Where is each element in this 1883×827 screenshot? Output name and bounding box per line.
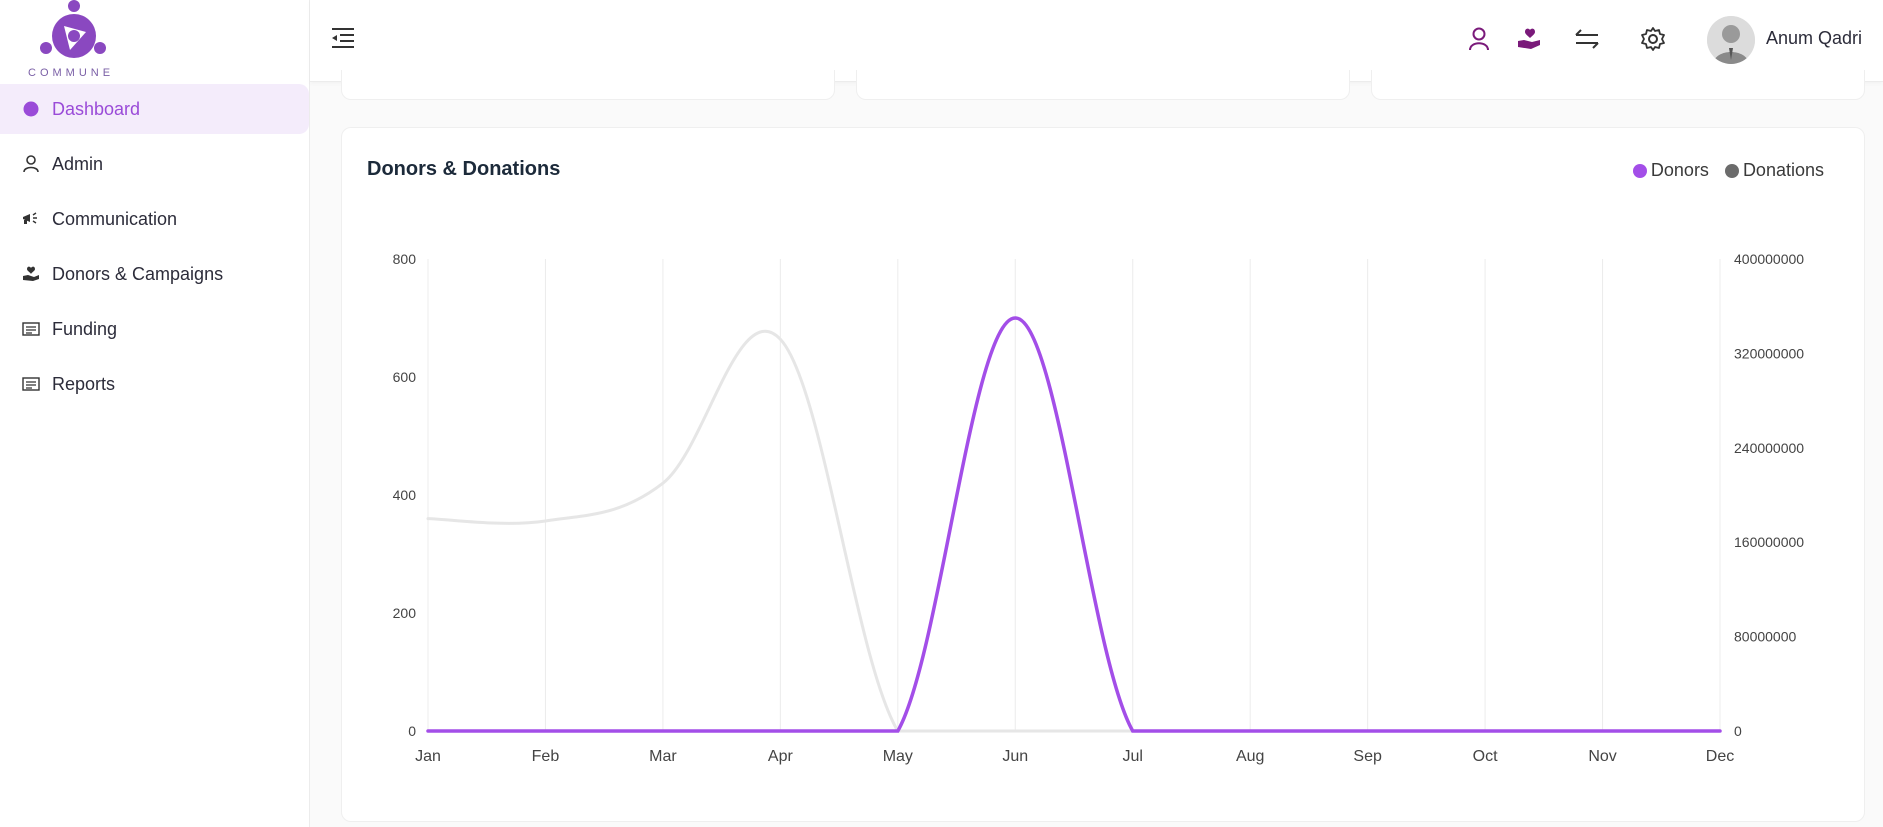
legend-item-donors[interactable]: Donors	[1632, 160, 1709, 181]
y-right-tick-label: 400000000	[1734, 251, 1804, 267]
sidebar-item-reports[interactable]: Reports	[0, 359, 309, 409]
hand-heart-icon[interactable]	[1514, 24, 1544, 54]
x-tick-label: Jun	[1002, 748, 1028, 765]
sidebar-item-communication[interactable]: Communication	[0, 194, 309, 244]
sidebar-nav: Dashboard Admin Communication Donors & C…	[0, 84, 309, 414]
sidebar-item-label: Funding	[52, 318, 118, 339]
gear-icon[interactable]	[1638, 24, 1668, 54]
y-right-tick-label: 0	[1734, 723, 1742, 739]
y-right-tick-label: 240000000	[1734, 440, 1804, 456]
user-name[interactable]: Anum Qadri	[1766, 28, 1863, 48]
user-icon	[22, 155, 40, 173]
y-right-tick-label: 320000000	[1734, 345, 1804, 361]
sidebar-item-label: Communication	[52, 208, 178, 229]
sidebar: COMMUNE Dashboard Admin Communication Do…	[0, 0, 310, 827]
donors-donations-card: Donors & Donations Donors Donations Jan F…	[341, 127, 1865, 822]
card-title: Donors & Donations	[367, 158, 561, 180]
stat-card	[856, 70, 1350, 100]
legend-label: Donations	[1742, 160, 1824, 180]
logo-text: COMMUNE	[28, 67, 115, 79]
legend-item-donations[interactable]: Donations	[1724, 160, 1824, 181]
switch-arrows-icon[interactable]	[1572, 24, 1602, 54]
sidebar-item-donors-campaigns[interactable]: Donors & Campaigns	[0, 249, 309, 299]
y-left-tick-label: 400	[393, 487, 417, 503]
line-chart: Jan Feb Mar Apr May Jun Jul Aug Sep Oct Nov Dec0200…	[393, 251, 1805, 765]
x-tick-label: Nov	[1588, 748, 1616, 765]
y-left-tick-label: 600	[393, 369, 417, 385]
x-tick-label: Apr	[768, 748, 794, 765]
x-tick-label: Aug	[1236, 748, 1264, 765]
x-tick-label: May	[883, 748, 913, 765]
sidebar-item-funding[interactable]: Funding	[0, 304, 309, 354]
legend-dot	[1632, 163, 1647, 178]
x-tick-label: Feb	[532, 748, 560, 765]
stat-card	[1371, 70, 1865, 100]
dashboard-icon	[22, 100, 40, 118]
user-icon[interactable]	[1464, 24, 1494, 54]
series-line-donors	[426, 316, 1722, 733]
sidebar-item-label: Reports	[52, 373, 116, 394]
sidebar-item-dashboard[interactable]: Dashboard	[0, 84, 309, 134]
sidebar-item-label: Dashboard	[52, 98, 141, 119]
x-tick-label: Mar	[649, 748, 677, 765]
stat-card	[341, 70, 835, 100]
sidebar-item-admin[interactable]: Admin	[0, 139, 309, 189]
menu-collapse-icon[interactable]	[330, 26, 356, 50]
x-tick-label: Sep	[1353, 748, 1382, 765]
list-icon	[22, 375, 40, 393]
commune-logo[interactable]	[26, 0, 121, 82]
y-left-tick-label: 200	[393, 605, 417, 621]
avatar[interactable]	[1707, 16, 1755, 64]
legend-dot	[1724, 163, 1739, 178]
top-header: Anum Qadri	[310, 0, 1883, 82]
x-tick-label: Jan	[415, 748, 441, 765]
x-tick-label: Dec	[1706, 748, 1734, 765]
series-line-donations	[426, 329, 1722, 733]
sidebar-item-label: Donors & Campaigns	[52, 263, 224, 284]
hand-heart-icon	[22, 265, 40, 283]
y-right-tick-label: 80000000	[1734, 629, 1797, 645]
megaphone-icon	[22, 210, 40, 228]
sidebar-item-label: Admin	[52, 153, 104, 174]
y-left-tick-label: 0	[408, 723, 416, 739]
chart-legend: Donors Donations	[1632, 160, 1824, 181]
logo-icon	[40, 0, 106, 58]
legend-label: Donors	[1650, 160, 1709, 180]
y-left-tick-label: 800	[393, 251, 417, 267]
x-tick-label: Oct	[1473, 748, 1498, 765]
x-tick-label: Jul	[1123, 748, 1143, 765]
list-icon	[22, 320, 40, 338]
y-right-tick-label: 160000000	[1734, 534, 1804, 550]
